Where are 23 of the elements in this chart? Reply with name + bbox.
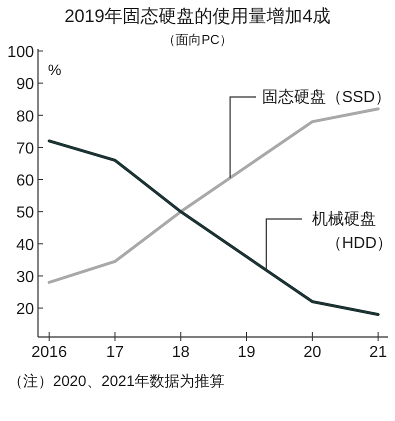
y-tick-label: 50 (16, 204, 34, 222)
y-tick-label: 40 (16, 236, 34, 254)
series-label: 固态硬盘（SSD） (262, 88, 391, 106)
y-tick-label: 80 (16, 108, 34, 126)
x-tick-label: 18 (172, 344, 190, 361)
x-tick-label: 19 (238, 344, 256, 361)
y-tick-label: 30 (16, 268, 34, 286)
y-tick-label: 20 (16, 301, 34, 318)
y-tick-label: 70 (16, 140, 34, 158)
x-tick-label: 21 (369, 344, 388, 361)
x-tick-label: 2016 (31, 344, 68, 361)
line-series (48, 107, 380, 284)
x-tick-label: 20 (303, 344, 322, 361)
y-tick-label: 100 (7, 44, 34, 61)
chart-title: 2019年固态硬盘的使用量增加4成 (64, 6, 331, 26)
y-tick-label: 90 (16, 76, 34, 94)
text: （注）2020、2021年数据为推算 (8, 373, 225, 390)
text: 机械硬盘（HDD） (312, 210, 393, 252)
y-axis-title: % (48, 62, 62, 79)
line-series (48, 139, 380, 316)
x-tick-label: 17 (106, 344, 124, 361)
chart-subtitle: （面向PC） (162, 32, 233, 47)
y-tick-label: 60 (16, 172, 34, 190)
